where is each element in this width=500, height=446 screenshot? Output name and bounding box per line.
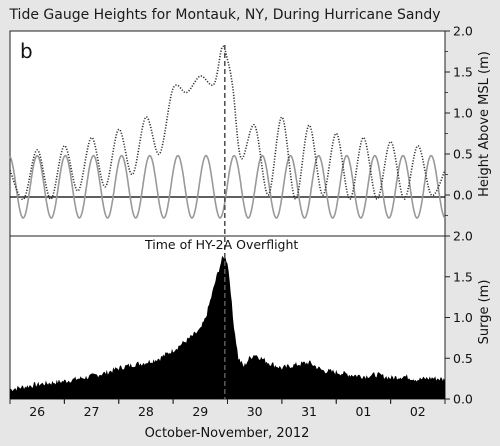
predicted-tide-line [9,154,446,219]
y-tick-label-bottom: 1.0 [453,310,473,325]
right-y-axes: 0.0 0.5 1.0 1.5 2.0 0.0 0.5 1.0 1.5 2.0 [445,24,473,407]
x-tick-label: 31 [301,404,317,419]
overflight-annotation: Time of HY-2A Overflight [144,237,298,252]
y-tick-label-top: 2.0 [453,24,473,39]
surge-series-group [10,256,445,399]
y-axis-title-top: Height Above MSL (m) [477,51,492,197]
tide-series-group [9,45,446,219]
x-tick-label: 01 [355,404,371,419]
x-tick-label: 28 [138,404,154,419]
x-tick-label: 27 [84,404,100,419]
x-axis-title: October-November, 2012 [145,426,310,441]
x-tick-label: 26 [29,404,45,419]
chart-title: Tide Gauge Heights for Montauk, NY, Duri… [8,7,440,23]
y-tick-label-bottom: 0.0 [453,392,473,407]
x-tick-label: 29 [192,404,208,419]
y-tick-label-top: 0.5 [453,147,473,162]
y-tick-label-bottom: 2.0 [453,229,473,244]
y-tick-label-top: 1.0 [453,106,473,121]
y-tick-label-top: 0.0 [453,188,473,203]
x-axis: 26 27 28 29 30 31 01 02 [9,399,446,419]
y-tick-label-bottom: 1.5 [453,269,473,284]
surge-area [10,256,445,399]
panel-label: b [20,39,33,63]
y-tick-label-bottom: 0.5 [453,351,473,366]
y-tick-label-top: 1.5 [453,65,473,80]
x-tick-label: 30 [247,404,263,419]
y-axis-title-bottom: Surge (m) [477,280,492,345]
x-tick-label: 02 [410,404,426,419]
